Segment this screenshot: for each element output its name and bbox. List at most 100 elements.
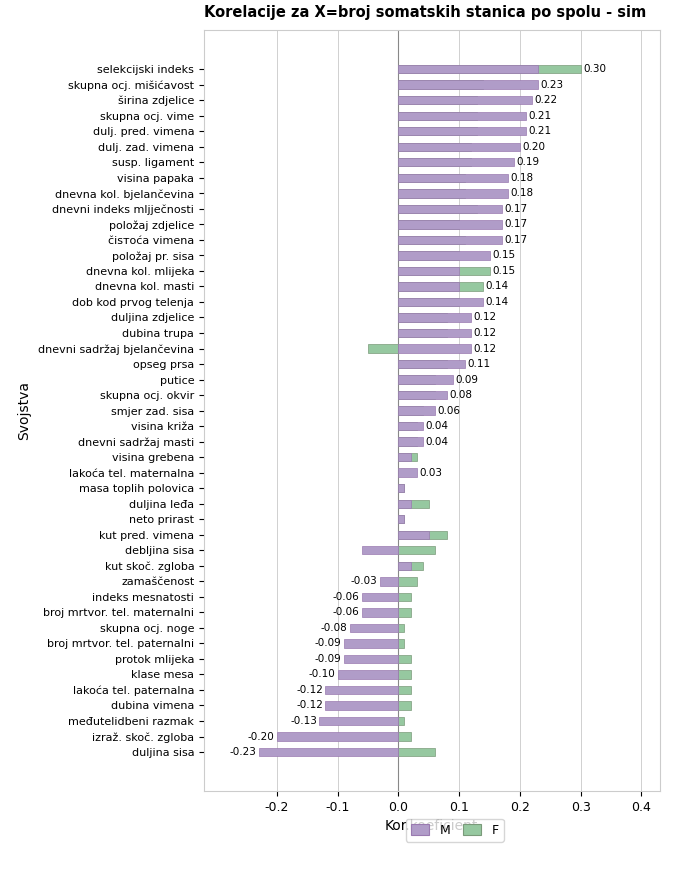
Bar — [320, 717, 398, 726]
Y-axis label: Svojstva: Svojstva — [17, 381, 31, 440]
Text: 0.04: 0.04 — [425, 421, 448, 431]
Text: 0.03: 0.03 — [419, 468, 442, 478]
Bar — [398, 81, 483, 89]
Bar — [398, 561, 411, 570]
Bar — [398, 624, 405, 632]
Bar — [398, 407, 423, 415]
Bar — [398, 158, 514, 167]
Bar — [398, 654, 411, 663]
Bar — [343, 654, 398, 663]
Bar — [398, 328, 447, 337]
Bar — [398, 577, 417, 586]
Bar — [398, 670, 411, 679]
Bar — [398, 235, 465, 244]
Text: -0.23: -0.23 — [229, 747, 256, 757]
Text: -0.06: -0.06 — [333, 607, 360, 617]
Text: 0.19: 0.19 — [516, 157, 539, 168]
Bar — [398, 515, 405, 523]
Text: 0.17: 0.17 — [504, 219, 527, 229]
Bar — [362, 608, 398, 616]
Bar — [326, 686, 398, 694]
Bar — [398, 158, 471, 167]
Bar — [398, 453, 411, 461]
Bar — [258, 748, 398, 756]
Text: 0.06: 0.06 — [437, 406, 460, 415]
Bar — [398, 422, 417, 430]
Bar — [398, 437, 417, 446]
Bar — [398, 267, 459, 275]
Text: -0.12: -0.12 — [296, 685, 323, 695]
Bar — [398, 500, 411, 507]
Bar — [338, 670, 398, 679]
Bar — [398, 484, 405, 493]
Bar — [398, 96, 532, 104]
Bar — [398, 127, 526, 136]
Bar — [398, 748, 435, 756]
Bar — [368, 344, 398, 353]
Bar — [398, 220, 459, 229]
Bar — [398, 546, 435, 554]
Bar — [398, 500, 429, 507]
Text: 0.18: 0.18 — [510, 189, 533, 198]
Text: 0.12: 0.12 — [474, 328, 497, 338]
Bar — [398, 391, 435, 399]
Bar — [398, 375, 435, 384]
Text: 0.21: 0.21 — [528, 126, 551, 136]
Bar — [398, 282, 483, 290]
Text: 0.21: 0.21 — [528, 110, 551, 121]
Bar — [398, 531, 447, 539]
Bar — [398, 189, 508, 197]
Bar — [398, 344, 471, 353]
Bar — [398, 205, 477, 213]
Bar — [398, 298, 483, 306]
Bar — [398, 391, 447, 399]
Text: 0.15: 0.15 — [492, 250, 515, 261]
Bar — [398, 360, 465, 368]
Text: 0.08: 0.08 — [449, 390, 473, 400]
Bar — [398, 235, 502, 244]
Text: 0.30: 0.30 — [583, 64, 606, 74]
Bar — [343, 640, 398, 647]
Bar — [398, 251, 490, 260]
Text: Korelacije za X=broj somatskih stanica po spolu - sim: Korelacije za X=broj somatskih stanica p… — [204, 4, 646, 19]
Bar — [398, 220, 502, 229]
Text: 0.14: 0.14 — [486, 282, 509, 291]
Bar — [398, 484, 405, 493]
Bar — [398, 298, 459, 306]
Text: -0.13: -0.13 — [290, 716, 317, 726]
Bar — [398, 640, 405, 647]
Text: 0.15: 0.15 — [492, 266, 515, 276]
Bar — [398, 407, 435, 415]
Text: 0.20: 0.20 — [522, 142, 545, 152]
Bar — [398, 111, 526, 120]
Bar — [398, 314, 471, 322]
Bar — [398, 267, 490, 275]
Text: -0.20: -0.20 — [248, 732, 275, 741]
Text: -0.09: -0.09 — [315, 639, 341, 648]
Bar — [398, 733, 411, 740]
Bar — [398, 65, 581, 73]
Text: 0.12: 0.12 — [474, 343, 497, 354]
Bar — [398, 608, 411, 616]
Bar — [362, 593, 398, 601]
Bar — [398, 174, 465, 182]
Text: -0.03: -0.03 — [351, 576, 377, 587]
Bar — [326, 701, 398, 710]
Bar — [398, 174, 508, 182]
Bar — [398, 453, 417, 461]
Bar — [398, 593, 411, 601]
Text: 0.18: 0.18 — [510, 173, 533, 182]
Bar — [350, 624, 398, 632]
Bar — [398, 251, 459, 260]
Bar — [398, 65, 538, 73]
Bar — [398, 189, 465, 197]
Text: 0.17: 0.17 — [504, 235, 527, 245]
Text: 0.09: 0.09 — [456, 375, 479, 385]
Bar — [362, 546, 398, 554]
Text: 0.17: 0.17 — [504, 204, 527, 214]
Bar — [398, 531, 429, 539]
Text: -0.06: -0.06 — [333, 592, 360, 602]
Bar — [398, 437, 423, 446]
Bar — [398, 686, 411, 694]
Bar — [380, 577, 398, 586]
